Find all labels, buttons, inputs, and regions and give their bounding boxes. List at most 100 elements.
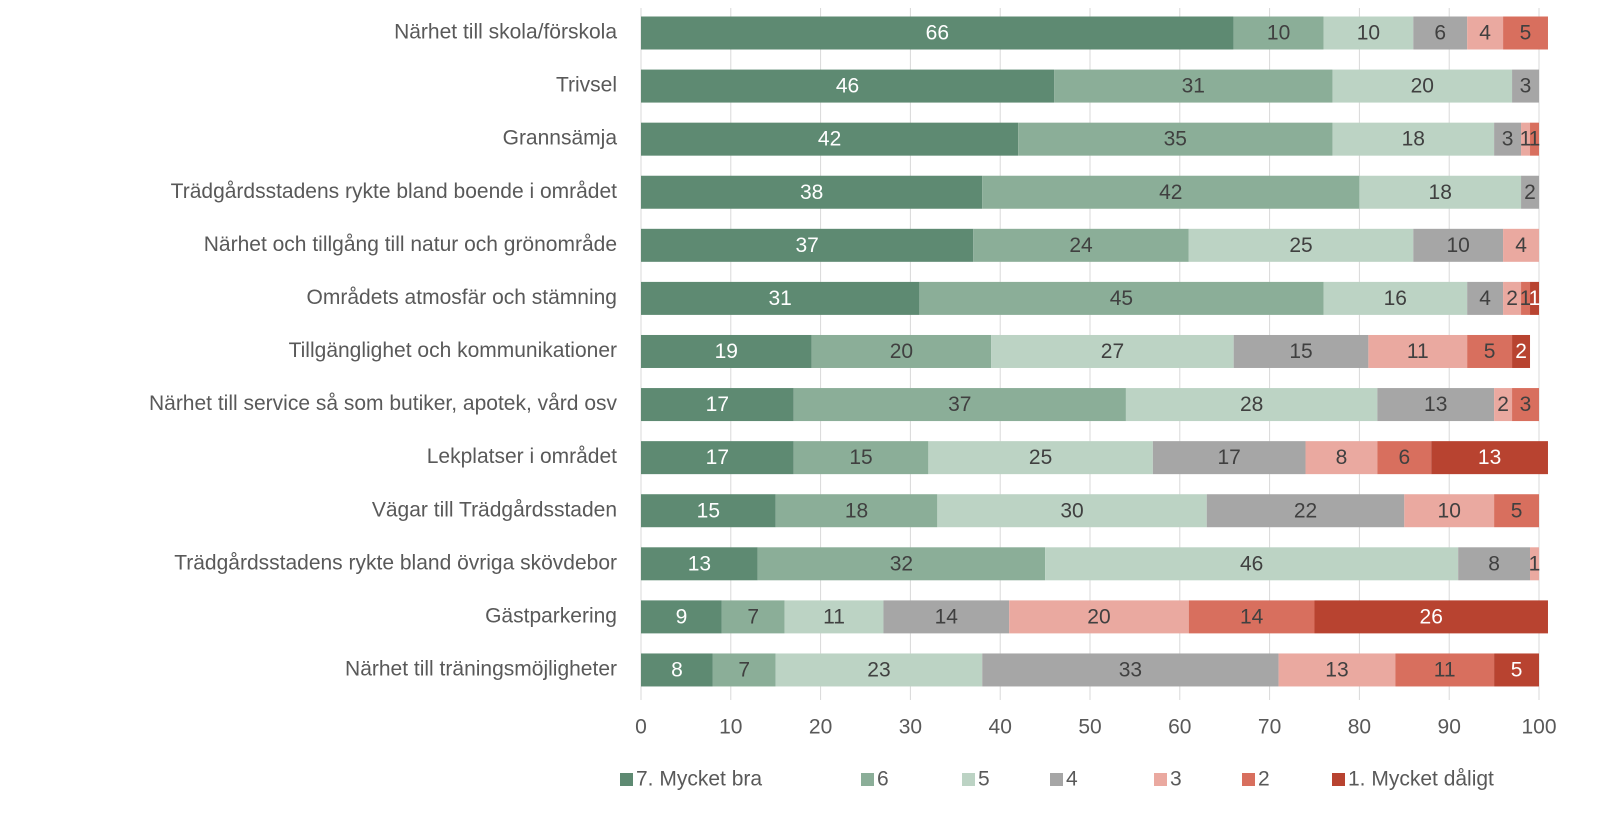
bar-segment <box>1503 16 1548 50</box>
bar-segment <box>775 494 938 528</box>
bar-segment <box>775 653 983 687</box>
data-label: 33 <box>1119 659 1142 682</box>
data-label: 46 <box>1240 552 1263 575</box>
bar-segment <box>1467 334 1513 368</box>
data-label: 1 <box>1520 287 1532 310</box>
data-label: 20 <box>1087 605 1110 628</box>
data-label: 46 <box>836 75 859 98</box>
x-tick-label: 80 <box>1348 716 1371 739</box>
data-label: 19 <box>715 340 738 363</box>
bar-segment <box>1233 334 1369 368</box>
bar-segment <box>1512 334 1531 368</box>
data-label: 35 <box>1164 128 1187 151</box>
data-label: 16 <box>1384 287 1407 310</box>
data-label: 30 <box>1060 499 1083 522</box>
x-tick-label: 30 <box>899 716 922 739</box>
y-tick-label: Närhet till skola/förskola <box>394 21 617 44</box>
y-tick-label: Närhet till träningsmöjligheter <box>345 658 617 681</box>
data-label: 23 <box>867 659 890 682</box>
bar-segment <box>1314 600 1548 634</box>
bar-segment <box>1404 494 1495 528</box>
bar-segment <box>1530 122 1539 156</box>
legend-swatch <box>1332 773 1345 786</box>
bar-segment <box>1521 122 1531 156</box>
data-label: 14 <box>935 605 959 628</box>
bar-segment <box>784 600 884 634</box>
bar-segment <box>1512 69 1539 103</box>
bar-segment <box>641 494 776 528</box>
y-tick-label: Grannsämja <box>503 127 618 150</box>
bar-segment <box>1332 69 1513 103</box>
data-label: 15 <box>849 446 872 469</box>
legend-label: 7. Mycket bra <box>636 768 762 791</box>
data-label: 3 <box>1520 393 1532 416</box>
data-label: 31 <box>769 287 792 310</box>
bar-segment <box>641 281 920 315</box>
data-label: 10 <box>1357 22 1380 45</box>
bar-segment <box>641 547 758 581</box>
bar-segment <box>641 334 812 368</box>
data-label: 3 <box>1502 128 1514 151</box>
x-tick-label: 10 <box>719 716 742 739</box>
bar-segment <box>793 388 1126 422</box>
y-tick-label: Vägar till Trädgårdsstaden <box>372 498 617 521</box>
bar-segment <box>1188 228 1414 262</box>
legend-swatch <box>861 773 874 786</box>
bar-segment <box>1413 16 1468 50</box>
data-label: 1 <box>1529 287 1541 310</box>
data-label: 13 <box>1478 446 1501 469</box>
data-label: 5 <box>1520 22 1532 45</box>
data-label: 18 <box>1402 128 1425 151</box>
legend-swatch <box>1242 773 1255 786</box>
data-label: 25 <box>1029 446 1052 469</box>
y-tick-label: Tillgänglighet och kommunikationer <box>289 339 617 362</box>
data-label: 10 <box>1447 234 1470 257</box>
data-label: 14 <box>1240 605 1264 628</box>
bar-segment <box>811 334 992 368</box>
bar-segment <box>641 122 1019 156</box>
data-label: 13 <box>1424 393 1447 416</box>
data-label: 2 <box>1497 393 1509 416</box>
bar-segment <box>1413 228 1504 262</box>
legend-label: 1. Mycket dåligt <box>1348 768 1494 791</box>
data-label: 2 <box>1506 287 1518 310</box>
data-label: 8 <box>1336 446 1348 469</box>
bar-segment <box>1188 600 1315 634</box>
bar-segment <box>928 441 1153 475</box>
bar-segment <box>982 653 1279 687</box>
data-label: 42 <box>818 128 841 151</box>
x-tick-label: 50 <box>1078 716 1101 739</box>
data-label: 2 <box>1515 340 1527 363</box>
bar-segment <box>1377 441 1432 475</box>
y-tick-label: Trädgårdsstadens rykte bland boende i om… <box>171 180 617 203</box>
y-tick-label: Närhet och tillgång till natur och gröno… <box>204 233 617 256</box>
bar-segment <box>937 494 1207 528</box>
legend-swatch <box>1154 773 1167 786</box>
bar-segment <box>1431 441 1548 475</box>
bar-segment <box>712 653 776 687</box>
legend-label: 2 <box>1258 768 1270 791</box>
legend-label: 6 <box>877 768 889 791</box>
data-label: 28 <box>1240 393 1263 416</box>
data-label: 27 <box>1101 340 1124 363</box>
bar-segment <box>1305 441 1378 475</box>
data-label: 15 <box>697 499 720 522</box>
bar-segment <box>641 228 974 262</box>
bar-segment <box>1512 388 1539 422</box>
bar-segment <box>641 600 722 634</box>
bar-segment <box>1494 653 1539 687</box>
bar-segment <box>1494 388 1513 422</box>
bar-segment <box>641 16 1234 50</box>
bar-segment <box>1009 600 1189 634</box>
data-label: 15 <box>1289 340 1312 363</box>
data-label: 31 <box>1182 75 1205 98</box>
x-tick-label: 20 <box>809 716 832 739</box>
bar-segment <box>641 441 794 475</box>
bar-segment <box>1233 16 1324 50</box>
data-label: 1 <box>1520 128 1532 151</box>
bar-segment <box>1395 653 1495 687</box>
data-label: 5 <box>1484 340 1496 363</box>
data-label: 10 <box>1267 22 1290 45</box>
bar-segment <box>883 600 1010 634</box>
data-label: 2 <box>1524 181 1536 204</box>
